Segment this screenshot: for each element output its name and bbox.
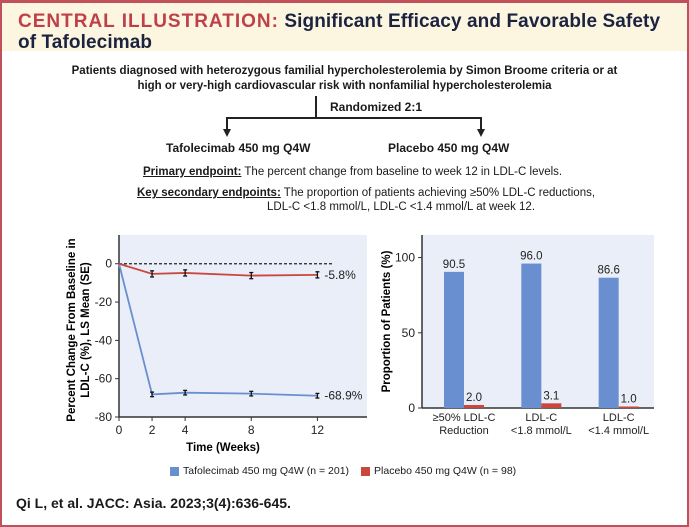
y-tick-label: -60 [95, 372, 113, 386]
primary-endpoint: Primary endpoint: The percent change fro… [143, 166, 562, 178]
secondary-endpoints: Key secondary endpoints: The proportion … [137, 187, 595, 199]
primary-endpoint-label: Primary endpoint: [143, 166, 242, 178]
category-label-line2: Reduction [439, 425, 489, 437]
title-line2: of Tafolecimab [18, 32, 153, 53]
x-tick-label: 4 [182, 423, 189, 437]
end-value-label: -68.9% [324, 389, 362, 403]
category-label-line2: <1.8 mmol/L [511, 425, 572, 437]
y-axis-title-line2: LDL-C (%), LS Mean (SE) [80, 262, 92, 398]
y-tick-label: 0 [408, 401, 415, 415]
arrow-down-icon [477, 129, 485, 137]
secondary-endpoints-label: Key secondary endpoints: [137, 187, 281, 199]
legend-swatch-placebo [361, 466, 371, 476]
title-line1: Significant Efficacy and Favorable Safet… [284, 11, 661, 32]
legend-swatch-treatment [170, 466, 179, 476]
citation: Qi L, et al. JACC: Asia. 2023;3(4):636-6… [16, 495, 291, 511]
legend: Tafolecimab 450 mg Q4W (n = 201) Placebo… [170, 465, 516, 477]
y-tick-label: 50 [402, 326, 416, 340]
y-axis-title: Proportion of Patients (%) [381, 250, 393, 392]
bar-value-label: 90.5 [443, 259, 465, 271]
bar-treatment [444, 271, 464, 408]
bar-placebo [541, 403, 562, 408]
end-value-label: -5.8% [324, 268, 356, 282]
x-tick-label: 0 [116, 423, 123, 437]
population-line2: high or very-high cardiovascular risk wi… [137, 80, 552, 92]
bar-treatment [521, 263, 542, 408]
y-tick-label: -20 [95, 295, 113, 309]
bar-value-label: 96.0 [520, 251, 542, 263]
x-axis-title: Time (Weeks) [186, 442, 260, 454]
y-axis-title-line1: Percent Change From Baseline in [66, 238, 78, 421]
x-tick-label: 12 [311, 423, 325, 437]
randomization-label: Randomized 2:1 [330, 100, 423, 114]
flow-stem [315, 96, 317, 118]
figure-title: CENTRAL ILLUSTRATION: Significant Effica… [18, 11, 660, 53]
y-tick-label: -40 [95, 333, 113, 347]
header-banner: CENTRAL ILLUSTRATION: Significant Effica… [2, 3, 687, 53]
bar-value-label: 86.6 [597, 265, 619, 277]
flow-branch [226, 117, 481, 119]
flow-right-drop [480, 117, 482, 130]
bar-value-label: 2.0 [466, 392, 482, 404]
secondary-endpoints-text-2: LDL-C <1.8 mmol/L, LDL-C <1.4 mmol/L at … [267, 201, 536, 213]
category-label-line1: ≥50% LDL-C [433, 412, 496, 424]
bar-value-label: 1.0 [621, 393, 637, 405]
bar-placebo [618, 406, 639, 408]
flow-left-drop [226, 117, 228, 130]
category-label-line1: LDL-C [603, 412, 635, 424]
x-tick-label: 2 [149, 423, 156, 437]
y-tick-label: 100 [395, 251, 415, 265]
x-tick-label: 8 [248, 423, 255, 437]
y-tick-label: 0 [105, 257, 112, 271]
y-tick-label: -80 [95, 410, 113, 424]
bar-value-label: 3.1 [543, 390, 559, 402]
population-line1: Patients diagnosed with heterozygous fam… [71, 65, 618, 77]
bar-placebo [464, 404, 484, 408]
legend-treatment: Tafolecimab 450 mg Q4W (n = 201) [183, 465, 350, 477]
title-kicker: CENTRAL ILLUSTRATION: [18, 11, 279, 32]
primary-endpoint-text: The percent change from baseline to week… [244, 166, 563, 178]
arrow-down-icon [223, 129, 231, 137]
arm-placebo: Placebo 450 mg Q4W [388, 141, 510, 155]
legend-placebo: Placebo 450 mg Q4W (n = 98) [374, 465, 517, 477]
category-label-line1: LDL-C [525, 412, 557, 424]
secondary-endpoints-text-1: The proportion of patients achieving ≥50… [283, 187, 596, 199]
arm-treatment: Tafolecimab 450 mg Q4W [166, 141, 311, 155]
category-label-line2: <1.4 mmol/L [588, 425, 649, 437]
bar-treatment [598, 277, 619, 408]
plot-area [119, 235, 367, 417]
